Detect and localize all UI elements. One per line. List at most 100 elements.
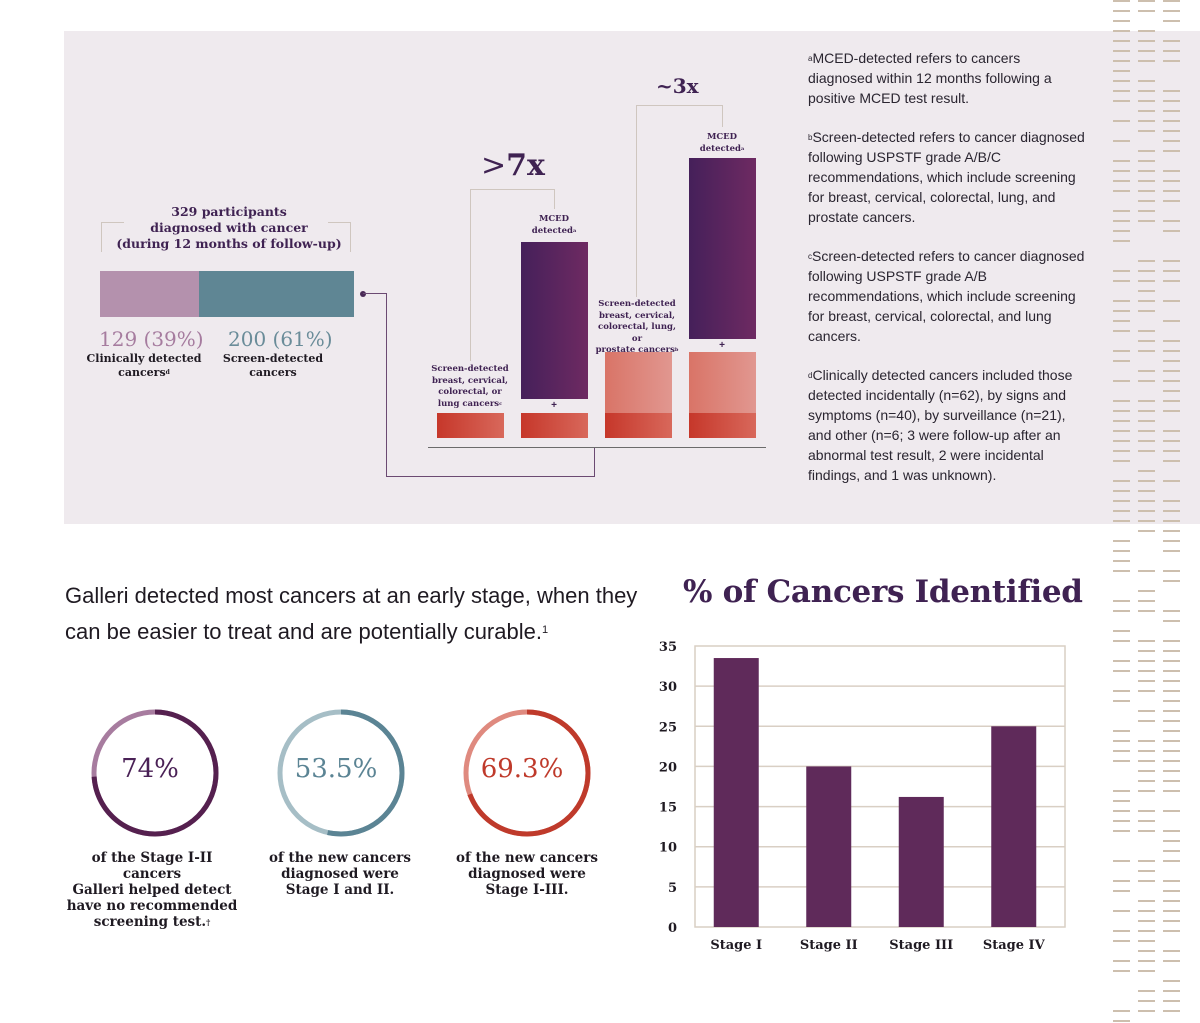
decorative-dash — [1138, 350, 1155, 352]
decorative-dash — [1113, 700, 1130, 702]
decorative-dash — [1163, 10, 1180, 12]
decorative-dash — [1138, 90, 1155, 92]
decorative-dash — [1113, 420, 1130, 422]
connector-line — [363, 293, 387, 294]
decorative-dash — [1138, 940, 1155, 942]
decorative-dash — [1138, 570, 1155, 572]
decorative-dash — [1138, 960, 1155, 962]
decorative-dash — [1138, 500, 1155, 502]
decorative-dash — [1163, 400, 1180, 402]
decorative-dash — [1138, 40, 1155, 42]
decorative-dash — [1113, 190, 1130, 192]
decorative-dash — [1163, 460, 1180, 462]
decorative-dash — [1163, 180, 1180, 182]
multiplier-value: 7x — [506, 148, 545, 183]
bar-chart: 0 5 10 15 20 25 30 35 Stage I Stage II Stage III St… — [659, 640, 1066, 953]
decorative-dash — [1113, 220, 1130, 222]
decorative-dash — [1163, 610, 1180, 612]
decorative-dash — [1138, 330, 1155, 332]
ring-value: 74% — [121, 754, 179, 784]
bar-stage-ii — [806, 766, 852, 927]
decorative-dash — [1138, 780, 1155, 782]
decorative-dash — [1113, 80, 1130, 82]
decorative-dash — [1163, 730, 1180, 732]
decorative-dash — [1113, 910, 1130, 912]
label-line: breast, cervical, — [431, 375, 509, 386]
caption-line: Galleri helped detect — [72, 882, 232, 898]
progress-ring — [277, 709, 405, 837]
footnote-marker: d — [808, 371, 813, 380]
decorative-dash — [1113, 960, 1130, 962]
decorative-dash — [1113, 760, 1130, 762]
mced-detected-label: MCED detecteda — [520, 214, 588, 237]
decorative-dash — [1138, 590, 1155, 592]
decorative-dash — [1113, 750, 1130, 752]
caption-line: have no recommended — [66, 898, 238, 914]
decorative-dash — [1138, 860, 1155, 862]
bracket-line — [722, 105, 723, 127]
decorative-dash — [1163, 280, 1180, 282]
caption-line: screening test. — [93, 914, 207, 930]
decorative-dash — [1163, 580, 1180, 582]
decorative-dash — [1113, 730, 1130, 732]
footnote-b: bScreen-detected refers to cancer diagno… — [808, 127, 1088, 227]
y-tick-label: 5 — [668, 881, 677, 896]
decorative-dash — [1163, 620, 1180, 622]
screen-detected-label-group1: Screen-detected breast, cervical, colore… — [430, 364, 510, 410]
decorative-dash — [1113, 310, 1130, 312]
decorative-dash — [1138, 830, 1155, 832]
decorative-dash — [1138, 100, 1155, 102]
connector-dot — [360, 291, 366, 297]
footnote-marker: c — [499, 400, 503, 407]
mced-bar-group1 — [521, 242, 588, 399]
footnote-marker: a — [572, 227, 577, 234]
decorative-dash — [1138, 670, 1155, 672]
x-tick-label: Stage I — [710, 938, 762, 953]
decorative-dash — [1138, 200, 1155, 202]
footnote-marker: c — [808, 252, 812, 261]
decorative-dash — [1163, 130, 1180, 132]
decorative-dash — [1138, 430, 1155, 432]
decorative-dash — [1138, 690, 1155, 692]
decorative-dash — [1163, 670, 1180, 672]
footnote-marker: † — [206, 917, 211, 927]
decorative-dash — [1113, 300, 1130, 302]
decorative-dash — [1138, 710, 1155, 712]
decorative-dash — [1113, 1020, 1130, 1022]
stat-ring-3: 69.3% — [457, 708, 597, 838]
decorative-dash — [1113, 550, 1130, 552]
screen-bar-group1-b — [521, 413, 588, 438]
decorative-dash — [1138, 380, 1155, 382]
decorative-dash — [1113, 70, 1130, 72]
decorative-dash — [1138, 530, 1155, 532]
y-tick-label: 15 — [659, 801, 677, 816]
plus-sign: + — [551, 400, 557, 411]
x-tick-label: Stage III — [889, 938, 953, 953]
decorative-dash — [1163, 50, 1180, 52]
decorative-dash — [1163, 380, 1180, 382]
decorative-dash — [1113, 410, 1130, 412]
label-line: lung cancers — [437, 398, 500, 409]
decorative-dash — [1163, 120, 1180, 122]
screen-bar-group2-b-lower — [689, 413, 756, 438]
decorative-dash — [1163, 140, 1180, 142]
decorative-dash — [1163, 810, 1180, 812]
decorative-dash — [1138, 1010, 1155, 1012]
caption-line: of the new cancers — [456, 850, 598, 866]
clinically-detected-label: Clinically detected cancersd — [85, 352, 203, 380]
decorative-dash — [1138, 400, 1155, 402]
decorative-dash — [1138, 170, 1155, 172]
screen-bar-group2-b-upper — [689, 352, 756, 413]
decorative-dash — [1113, 160, 1130, 162]
decorative-dash — [1138, 30, 1155, 32]
decorative-dash — [1138, 280, 1155, 282]
participants-title-line: 329 participants — [171, 204, 287, 219]
bracket-line — [636, 105, 637, 297]
chart-title: % of Cancers Identified — [683, 574, 1083, 610]
decorative-dash — [1163, 1000, 1180, 1002]
decorative-dash — [1113, 320, 1130, 322]
bracket-left — [101, 222, 124, 252]
decorative-dash — [1138, 220, 1155, 222]
decorative-dash — [1138, 0, 1155, 2]
connector-line — [386, 476, 595, 477]
